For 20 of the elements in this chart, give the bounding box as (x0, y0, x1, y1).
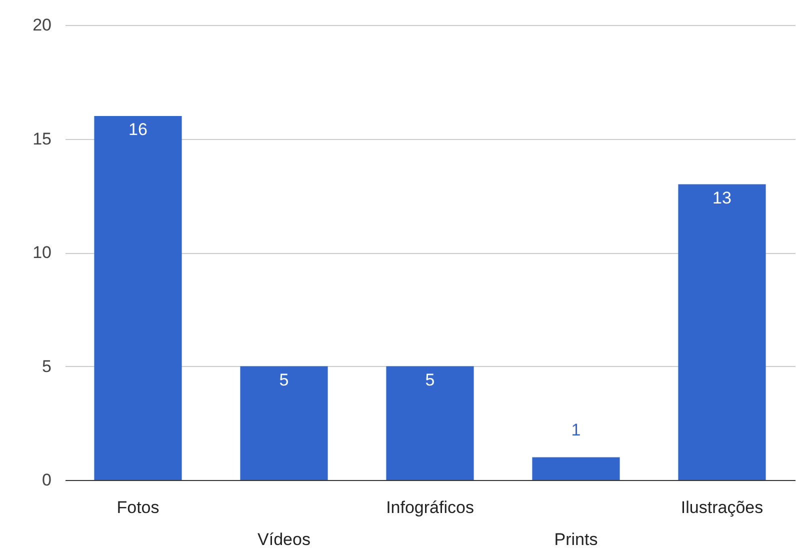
x-tick-label: Vídeos (258, 530, 310, 549)
y-tick-label: 20 (32, 16, 52, 34)
x-tick-label: Infográficos (386, 498, 474, 517)
y-tick-label: 15 (32, 129, 52, 148)
data-label: 5 (425, 370, 435, 390)
x-tick-label: Fotos (116, 498, 160, 517)
data-label: 1 (571, 420, 581, 440)
y-tick-label: 10 (32, 243, 52, 262)
y-tick-label: 5 (42, 356, 52, 376)
data-label: 13 (712, 188, 732, 208)
data-label: 16 (128, 120, 148, 139)
bar (386, 366, 474, 480)
y-tick-label: 0 (42, 470, 52, 490)
bar (240, 366, 328, 480)
bar (532, 457, 620, 480)
data-label: 5 (279, 370, 289, 390)
bar (94, 116, 182, 480)
bar (678, 184, 766, 480)
x-tick-label: Prints (554, 530, 598, 549)
x-tick-label: Ilustrações (680, 498, 764, 517)
